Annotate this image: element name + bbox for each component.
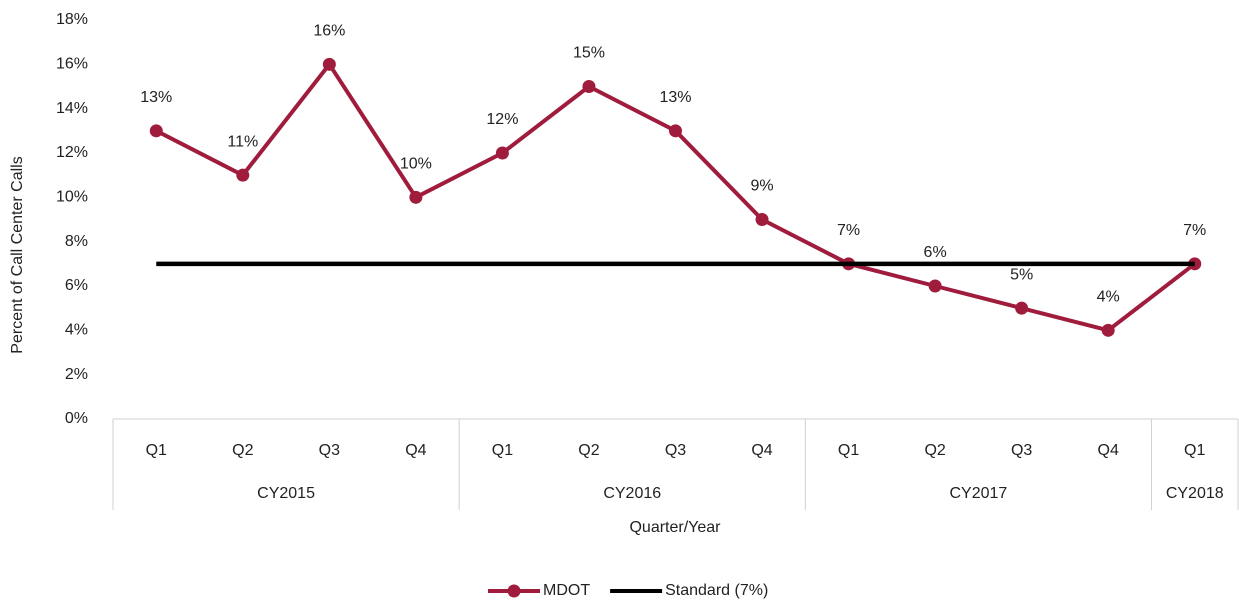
y-tick-label: 0%	[65, 410, 88, 427]
data-label: 12%	[486, 111, 518, 128]
x-tick-label: Q1	[492, 442, 513, 459]
x-tick-label: Q3	[665, 442, 686, 459]
x-tick-label: Q2	[578, 442, 599, 459]
data-label: 6%	[924, 244, 947, 261]
data-label: 16%	[313, 23, 345, 40]
point-marker	[1101, 323, 1115, 337]
data-label: 15%	[573, 45, 605, 62]
x-tick-label: Q3	[1011, 442, 1032, 459]
point-marker	[755, 213, 769, 226]
x-tick-label: Q4	[405, 442, 426, 459]
y-tick-label: 12%	[56, 144, 88, 161]
legend-label: Standard (7%)	[665, 582, 768, 599]
group-label: CY2018	[1166, 485, 1224, 502]
data-label: 7%	[837, 222, 860, 239]
y-tick-label: 6%	[65, 277, 88, 294]
x-tick-label: Q2	[232, 442, 253, 459]
point-marker	[409, 190, 423, 204]
point-marker	[669, 124, 682, 138]
x-tick-label: Q2	[924, 442, 945, 459]
y-tick-label: 14%	[56, 100, 88, 117]
point-marker	[149, 124, 163, 138]
x-axis-title: Quarter/Year	[629, 519, 721, 536]
y-axis-title: Percent of Call Center Calls	[9, 156, 26, 353]
data-label: 9%	[750, 178, 773, 195]
data-label: 13%	[140, 89, 172, 106]
legend-label: MDOT	[543, 582, 590, 599]
group-label: CY2017	[949, 485, 1007, 502]
data-label: 11%	[227, 133, 258, 150]
y-tick-label: 10%	[56, 189, 88, 206]
point-marker	[236, 168, 250, 182]
x-tick-label: Q1	[838, 442, 859, 459]
group-label: CY2015	[257, 485, 315, 502]
legend-marker	[507, 584, 521, 598]
point-marker	[322, 57, 336, 71]
y-tick-label: 16%	[56, 56, 88, 73]
data-label: 4%	[1097, 289, 1120, 306]
x-tick-label: Q1	[146, 442, 167, 459]
data-label: 13%	[659, 89, 691, 106]
point-marker	[582, 80, 596, 93]
point-marker	[495, 146, 509, 160]
y-tick-label: 18%	[56, 11, 88, 28]
point-marker	[928, 279, 942, 293]
y-tick-label: 2%	[65, 366, 88, 383]
y-tick-label: 8%	[65, 233, 88, 250]
y-tick-label: 4%	[65, 322, 88, 339]
point-marker	[1015, 301, 1029, 315]
data-label: 10%	[400, 156, 432, 173]
x-tick-label: Q4	[751, 442, 772, 459]
x-tick-label: Q1	[1184, 442, 1205, 459]
x-tick-label: Q4	[1098, 442, 1119, 459]
data-label: 5%	[1010, 266, 1033, 283]
x-tick-label: Q3	[319, 442, 340, 459]
group-label: CY2016	[603, 485, 661, 502]
data-label: 7%	[1183, 222, 1206, 239]
